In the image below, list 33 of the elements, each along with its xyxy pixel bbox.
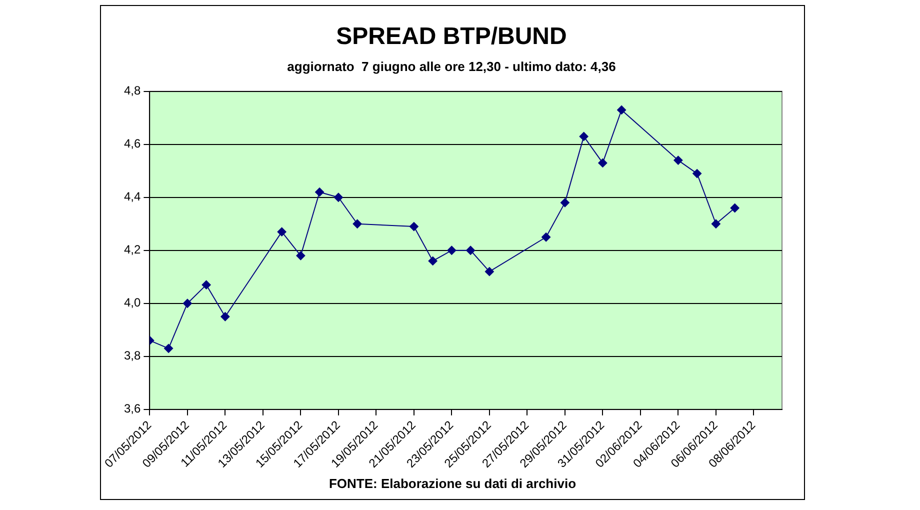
- point: [352, 219, 362, 228]
- point: [730, 203, 740, 212]
- point: [560, 198, 570, 208]
- y-tick-label: 4,0: [124, 296, 141, 310]
- y-tick-label: 3,8: [124, 348, 141, 363]
- point: [466, 246, 476, 255]
- point: [182, 298, 192, 308]
- point: [579, 132, 588, 141]
- chart-title: SPREAD BTP/BUND: [336, 23, 567, 50]
- point: [334, 192, 343, 202]
- point: [447, 246, 456, 255]
- point: [409, 222, 418, 232]
- point: [598, 158, 608, 168]
- y-tick-label: 3,6: [124, 402, 141, 416]
- point: [428, 256, 438, 266]
- point: [296, 251, 306, 260]
- point: [692, 169, 702, 178]
- y-tick-label: 4,8: [124, 84, 141, 98]
- point: [617, 105, 626, 114]
- y-tick-label: 4,4: [124, 190, 141, 204]
- point: [674, 156, 683, 165]
- point: [277, 227, 286, 236]
- source-note: FONTE: Elaborazione su dati di archivio: [328, 476, 578, 491]
- chart-subtitle: aggiornato 7 giugno alle ore 12,30 - ultimo dato: 4,36: [287, 59, 616, 74]
- point: [711, 219, 720, 228]
- point: [484, 267, 494, 276]
- point: [220, 312, 230, 322]
- point: [202, 280, 211, 290]
- y-tick-label: 4,2: [124, 242, 141, 257]
- point: [164, 344, 174, 353]
- point: [315, 188, 324, 197]
- point: [542, 232, 551, 242]
- y-tick-label: 4,6: [124, 136, 141, 151]
